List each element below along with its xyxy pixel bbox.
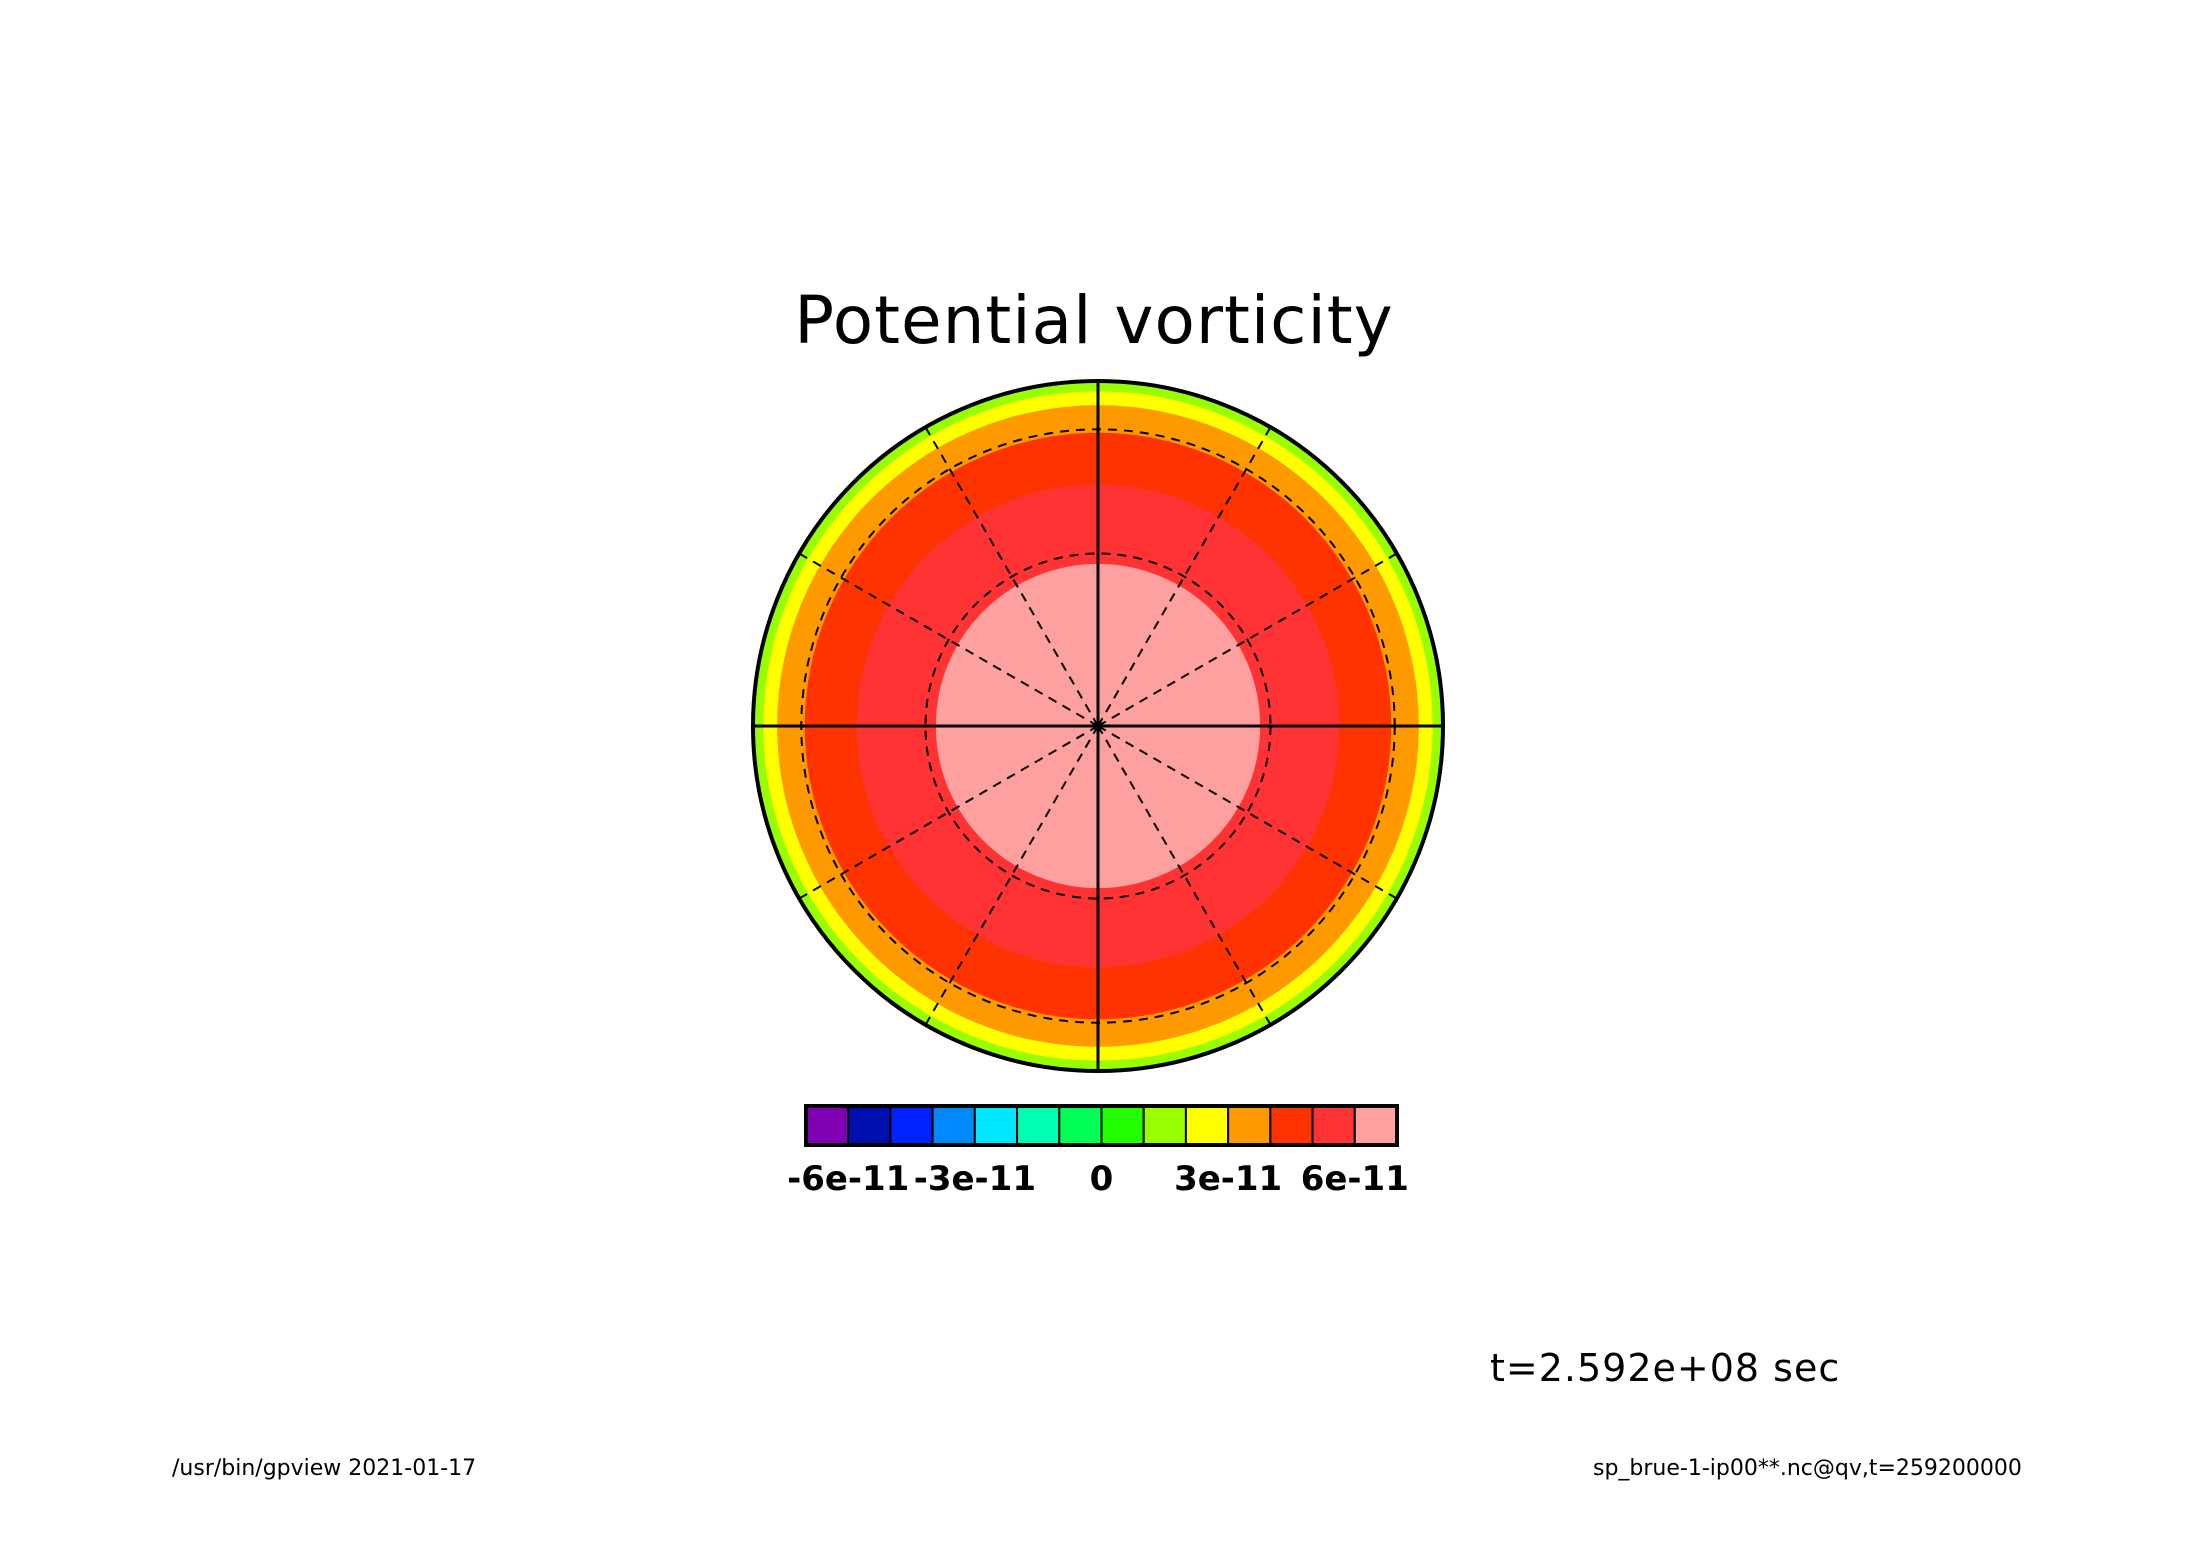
colorbar <box>804 1104 1399 1147</box>
footer-dataset: sp_brue-1-ip00**.nc@qv,t=259200000 <box>1593 1456 2022 1481</box>
chart-title: Potential vorticity <box>794 282 1394 359</box>
colorbar-cell-0 <box>805 1105 850 1146</box>
colorbar-frame <box>804 1104 1399 1147</box>
polar-grid-solid <box>751 379 1445 1073</box>
colorbar-tick-label: 0 <box>1090 1159 1114 1199</box>
colorbar-tick-labels: -6e-11 -3e-11 0 3e-11 6e-11 <box>787 1159 1409 1199</box>
colorbar-cell-11 <box>1269 1105 1314 1146</box>
polar-outline <box>751 379 1445 1073</box>
colorbar-cell-9 <box>1184 1105 1230 1146</box>
colorbar-cell-1 <box>847 1105 892 1146</box>
colorbar-cell-2 <box>889 1105 934 1146</box>
colorbar-cell-12 <box>1311 1105 1356 1146</box>
colorbar-cell-5 <box>1016 1105 1061 1146</box>
colorbar-cell-4 <box>973 1105 1019 1146</box>
footer-program-date: /usr/bin/gpview 2021-01-17 <box>172 1456 477 1481</box>
colorbar-tick-label: -3e-11 <box>914 1159 1036 1199</box>
time-label: t=2.592e+08 sec <box>1490 1346 1841 1390</box>
colorbar-cell-7 <box>1100 1105 1145 1146</box>
colorbar-cell-6 <box>1058 1105 1103 1146</box>
colorbar-cell-8 <box>1142 1105 1187 1146</box>
colorbar-tick-label: 6e-11 <box>1301 1159 1409 1199</box>
colorbar-tick-label: 3e-11 <box>1174 1159 1282 1199</box>
colorbar-tick-label: -6e-11 <box>787 1159 909 1199</box>
colorbar-cell-10 <box>1227 1105 1272 1146</box>
colorbar-cell-3 <box>931 1105 976 1146</box>
colorbar-cell-13 <box>1353 1105 1399 1146</box>
